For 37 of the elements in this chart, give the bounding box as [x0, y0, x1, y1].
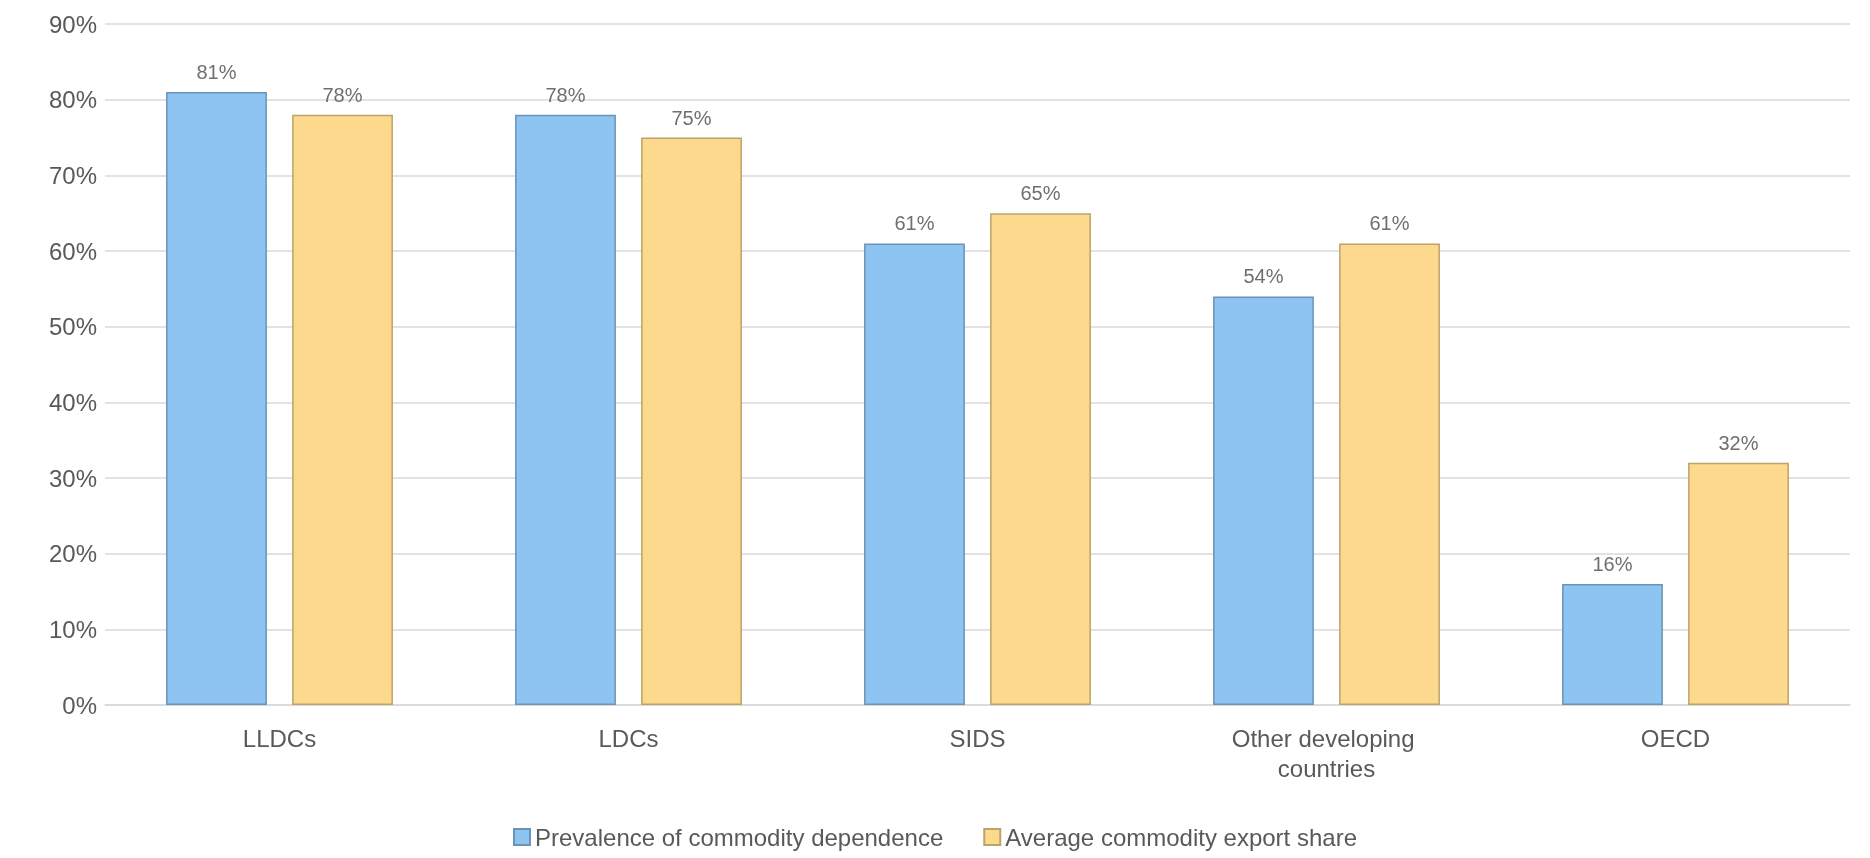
y-tick-label: 30% — [48, 464, 97, 492]
y-tick-label: 80% — [48, 86, 97, 114]
data-label: 54% — [1243, 265, 1284, 288]
x-tick-label: Other developing countries — [1231, 724, 1422, 782]
bar — [292, 114, 393, 705]
y-tick-label: 10% — [48, 615, 97, 643]
y-tick-label: 60% — [48, 237, 97, 265]
bar — [990, 213, 1091, 705]
data-label: 78% — [322, 83, 363, 106]
bar — [1213, 296, 1314, 705]
bar — [1688, 462, 1789, 705]
y-tick-label: 70% — [48, 161, 97, 189]
data-label: 81% — [196, 61, 237, 84]
bar — [1562, 583, 1663, 705]
legend-label: Average commodity export share — [1005, 823, 1357, 851]
y-tick-label: 20% — [48, 540, 97, 568]
data-label: 78% — [545, 83, 586, 106]
x-tick-label: LDCs — [598, 724, 659, 752]
data-label: 32% — [1718, 431, 1759, 454]
bar — [1339, 243, 1440, 705]
bar — [166, 92, 267, 705]
x-tick-label: OECD — [1640, 724, 1711, 752]
bar — [515, 114, 616, 705]
data-label: 61% — [1369, 212, 1410, 235]
data-label: 75% — [671, 106, 712, 129]
bar — [641, 137, 742, 705]
data-label: 65% — [1020, 182, 1061, 205]
y-tick-label: 50% — [48, 313, 97, 341]
bar — [864, 243, 965, 705]
x-tick-label: SIDS — [949, 724, 1006, 752]
y-tick-label: 90% — [48, 10, 97, 38]
legend-label: Prevalence of commodity dependence — [535, 823, 944, 851]
y-tick-label: 0% — [62, 691, 97, 719]
x-tick-label: LLDCs — [242, 724, 317, 752]
data-label: 16% — [1592, 552, 1633, 575]
y-tick-label: 40% — [48, 388, 97, 416]
data-label: 61% — [894, 212, 935, 235]
